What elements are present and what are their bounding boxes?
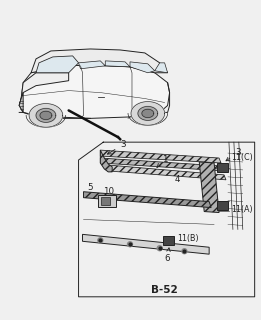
Text: 4: 4 xyxy=(175,175,180,184)
Polygon shape xyxy=(29,104,63,127)
Text: B-52: B-52 xyxy=(151,285,178,295)
Circle shape xyxy=(157,246,162,251)
Polygon shape xyxy=(199,162,219,212)
Polygon shape xyxy=(82,234,209,254)
Polygon shape xyxy=(36,56,79,73)
Bar xyxy=(163,236,174,245)
Text: 5: 5 xyxy=(87,183,93,192)
Text: 11(A): 11(A) xyxy=(231,205,253,214)
Polygon shape xyxy=(84,192,211,208)
Circle shape xyxy=(128,242,133,247)
Polygon shape xyxy=(19,92,23,112)
Polygon shape xyxy=(40,111,52,120)
Polygon shape xyxy=(155,63,168,73)
Text: 11(B): 11(B) xyxy=(177,234,199,243)
Polygon shape xyxy=(100,158,223,171)
Polygon shape xyxy=(19,65,170,118)
Bar xyxy=(101,197,110,204)
Text: 10: 10 xyxy=(103,187,114,196)
Text: 11(C): 11(C) xyxy=(231,153,253,162)
Polygon shape xyxy=(105,61,130,67)
Polygon shape xyxy=(131,102,165,125)
Text: 1: 1 xyxy=(157,155,167,168)
Polygon shape xyxy=(142,109,154,117)
Polygon shape xyxy=(79,61,105,69)
Bar xyxy=(217,163,228,172)
Polygon shape xyxy=(100,150,112,172)
Text: 3: 3 xyxy=(108,140,126,154)
Bar xyxy=(217,201,228,210)
Polygon shape xyxy=(36,108,56,122)
Polygon shape xyxy=(19,73,69,106)
Polygon shape xyxy=(107,165,226,180)
Text: 6: 6 xyxy=(165,248,170,263)
Bar xyxy=(98,195,116,207)
Polygon shape xyxy=(100,150,221,163)
Circle shape xyxy=(182,249,187,254)
Polygon shape xyxy=(138,107,158,120)
Polygon shape xyxy=(130,62,155,73)
Polygon shape xyxy=(31,49,168,73)
Text: 3: 3 xyxy=(226,148,240,161)
Circle shape xyxy=(98,238,103,243)
